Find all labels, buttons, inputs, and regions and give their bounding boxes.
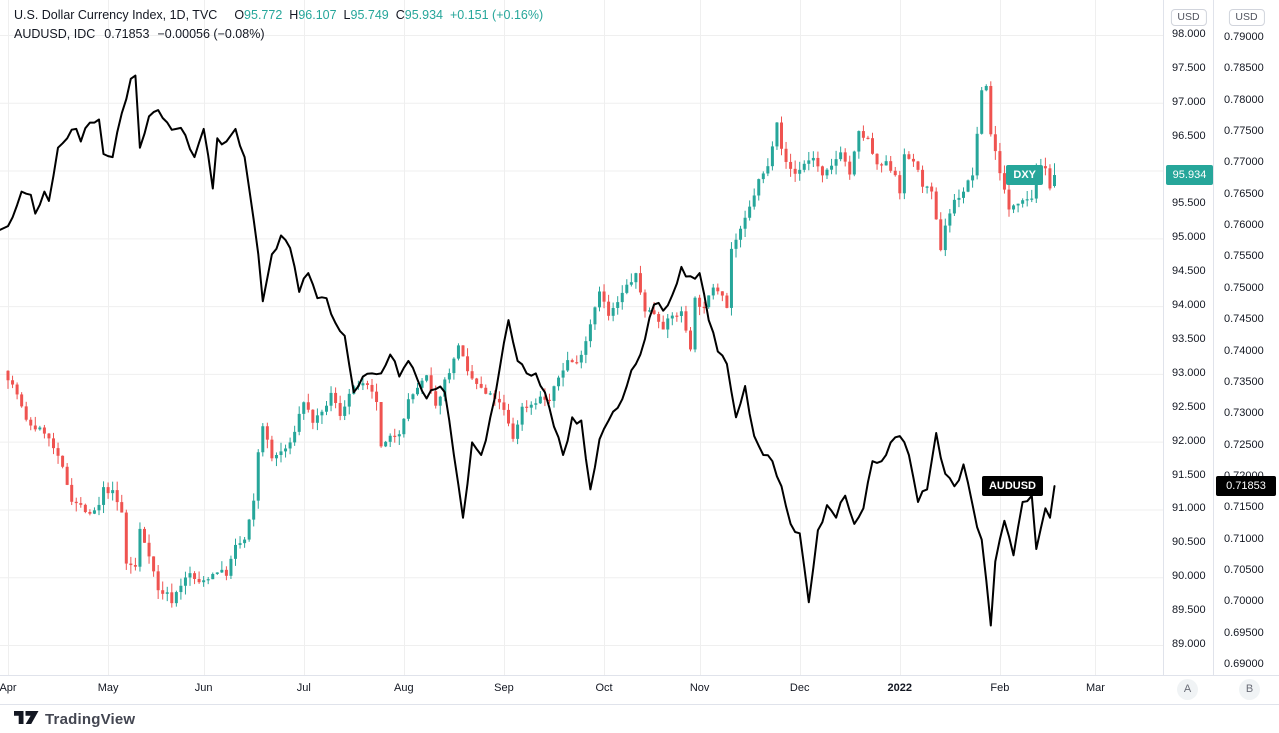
time-axis-label: May	[97, 682, 119, 694]
audusd-currency-button[interactable]: USD	[1228, 9, 1265, 26]
footer-bar: TradingView	[0, 704, 1279, 733]
time-axis-label: 2022	[887, 682, 913, 694]
axis-a-button[interactable]: A	[1177, 679, 1198, 700]
dxy-series-badge: DXY	[1006, 165, 1043, 186]
audusd-axis-tick: 0.70500	[1224, 563, 1264, 576]
low-label: L	[343, 8, 351, 22]
tradingview-logo-link[interactable]: TradingView	[14, 708, 135, 730]
price-chart-canvas[interactable]: U.S. Dollar Currency Index, 1D, TVC O95.7…	[0, 0, 1163, 675]
audusd-axis-tick: 0.74500	[1224, 313, 1264, 326]
audusd-series-title: AUDUSD, IDC	[14, 27, 96, 41]
dxy-axis-tick: 91.000	[1172, 502, 1206, 515]
dxy-axis-tick: 90.500	[1172, 536, 1206, 549]
audusd-axis-tick: 0.73000	[1224, 407, 1264, 420]
audusd-axis-tick: 0.76000	[1224, 219, 1264, 232]
legend-row-audusd[interactable]: AUDUSD, IDC 0.71853 −0.00056 (−0.08%)	[14, 25, 543, 44]
dxy-axis-tick: 97.500	[1172, 61, 1206, 74]
audusd-axis-tick: 0.77000	[1224, 156, 1264, 169]
tradingview-logo-icon	[14, 708, 39, 730]
audusd-series-badge: AUDUSD	[981, 476, 1043, 497]
dxy-axis-tick: 90.000	[1172, 570, 1206, 583]
dxy-axis-tick: 94.500	[1172, 265, 1206, 278]
dxy-axis-tick: 95.500	[1172, 197, 1206, 210]
time-axis-label: Oct	[595, 682, 613, 694]
time-axis-label: Jul	[296, 682, 311, 694]
audusd-axis-tick: 0.70000	[1224, 595, 1264, 608]
audusd-axis-tick: 0.71000	[1224, 532, 1264, 545]
time-axis-label: Dec	[789, 682, 810, 694]
dxy-axis-tick: 89.000	[1172, 638, 1206, 650]
chart-legend: U.S. Dollar Currency Index, 1D, TVC O95.7…	[14, 6, 543, 44]
brand-name: TradingView	[45, 710, 136, 728]
low-value: 95.749	[350, 8, 389, 22]
dxy-axis-tick: 93.500	[1172, 333, 1206, 345]
dxy-axis-tick: 93.000	[1172, 366, 1206, 379]
audusd-axis-tick: 0.78500	[1224, 62, 1264, 75]
dxy-axis-tick: 95.000	[1172, 231, 1206, 244]
dxy-price-axis[interactable]: USD 95.934 98.00097.50097.00096.50096.00…	[1163, 0, 1213, 704]
audusd-axis-tick: 0.73500	[1224, 375, 1264, 388]
audusd-axis-tick: 0.75000	[1224, 281, 1264, 294]
dxy-axis-tick: 98.000	[1172, 28, 1206, 40]
axis-b-button[interactable]: B	[1239, 679, 1260, 700]
audusd-axis-tick: 0.76500	[1224, 187, 1264, 200]
dxy-axis-tick: 94.000	[1172, 299, 1206, 312]
audusd-last-price-badge: 0.71853	[1216, 476, 1276, 497]
audusd-axis-tick: 0.77500	[1224, 125, 1264, 138]
close-label: C	[395, 8, 405, 22]
time-axis-label: Apr	[0, 682, 17, 694]
audusd-axis-tick: 0.72500	[1224, 438, 1264, 451]
legend-row-dxy[interactable]: U.S. Dollar Currency Index, 1D, TVC O95.7…	[14, 6, 543, 25]
time-axis-label: Feb	[990, 682, 1010, 694]
dxy-axis-tick: 92.000	[1172, 434, 1206, 447]
dxy-axis-tick: 96.500	[1172, 129, 1206, 142]
audusd-price-axis[interactable]: USD 0.71853 0.79000 0.78500 0.78000 0.77500…	[1213, 0, 1279, 704]
time-axis-label: Jun	[194, 682, 213, 694]
time-axis-label: Nov	[689, 682, 710, 694]
time-axis-label: Mar	[1085, 682, 1105, 694]
audusd-axis-tick: 0.75500	[1224, 250, 1264, 263]
audusd-axis-tick: 0.78000	[1224, 93, 1264, 106]
time-axis-label: Aug	[394, 682, 414, 694]
audusd-change: −0.00056 (−0.08%)	[157, 27, 265, 41]
dxy-axis-tick: 92.500	[1172, 400, 1206, 413]
dxy-axis-tick: 97.000	[1172, 95, 1206, 108]
audusd-axis-tick: 0.69000	[1224, 658, 1264, 670]
audusd-axis-tick: 0.71500	[1224, 501, 1264, 514]
time-axis-label: Sep	[494, 682, 514, 694]
audusd-value: 0.71853	[104, 27, 150, 41]
open-label: O	[234, 8, 245, 22]
audusd-axis-tick: 0.74000	[1224, 344, 1264, 357]
audusd-axis-tick: 0.79000	[1224, 31, 1264, 43]
dxy-series-title: U.S. Dollar Currency Index, 1D, TVC	[14, 8, 218, 22]
dxy-last-price-badge: 95.934	[1166, 165, 1213, 186]
open-value: 95.772	[244, 8, 283, 22]
close-value: 95.934	[404, 8, 443, 22]
dxy-change: +0.151 (+0.16%)	[450, 8, 544, 22]
dxy-axis-tick: 91.500	[1172, 468, 1206, 481]
audusd-axis-tick: 0.69500	[1224, 626, 1264, 639]
high-value: 96.107	[298, 8, 337, 22]
dxy-axis-tick: 89.500	[1172, 604, 1206, 617]
dxy-currency-button[interactable]: USD	[1170, 9, 1207, 26]
time-axis[interactable]: Apr May Jun Jul Aug Sep Oct Nov Dec 2022 Feb Mar	[0, 675, 1279, 704]
high-label: H	[289, 8, 299, 22]
